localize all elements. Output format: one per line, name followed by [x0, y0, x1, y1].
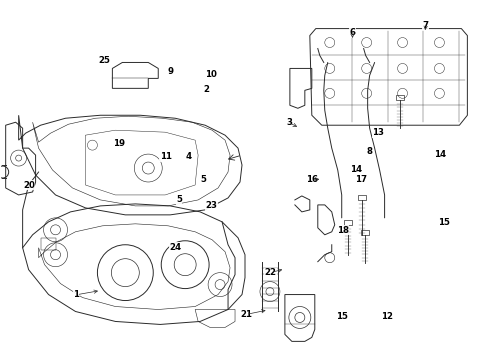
Text: 1: 1	[74, 290, 79, 299]
Text: 18: 18	[337, 226, 349, 235]
Text: 10: 10	[205, 70, 217, 79]
Text: 8: 8	[367, 147, 372, 156]
Text: 3: 3	[286, 118, 292, 127]
Text: 19: 19	[113, 139, 125, 148]
Text: 15: 15	[336, 312, 348, 321]
Text: 13: 13	[372, 128, 384, 137]
Text: 11: 11	[160, 152, 172, 161]
Text: 20: 20	[23, 181, 35, 190]
Text: 9: 9	[168, 67, 174, 76]
Text: 7: 7	[423, 21, 429, 30]
Text: 16: 16	[306, 175, 318, 184]
Text: 12: 12	[381, 312, 392, 321]
Text: 14: 14	[350, 165, 363, 174]
Text: 17: 17	[355, 175, 368, 184]
Text: 4: 4	[186, 152, 192, 161]
Text: 2: 2	[203, 85, 209, 94]
Text: 14: 14	[434, 150, 446, 159]
Text: 5: 5	[176, 195, 182, 204]
Text: 15: 15	[439, 218, 450, 227]
Text: 23: 23	[206, 201, 218, 210]
Text: 5: 5	[200, 175, 206, 184]
Text: 6: 6	[349, 28, 355, 37]
Text: 24: 24	[170, 243, 182, 252]
Text: 25: 25	[98, 57, 110, 66]
Text: 22: 22	[265, 268, 276, 277]
Text: 21: 21	[240, 310, 252, 319]
